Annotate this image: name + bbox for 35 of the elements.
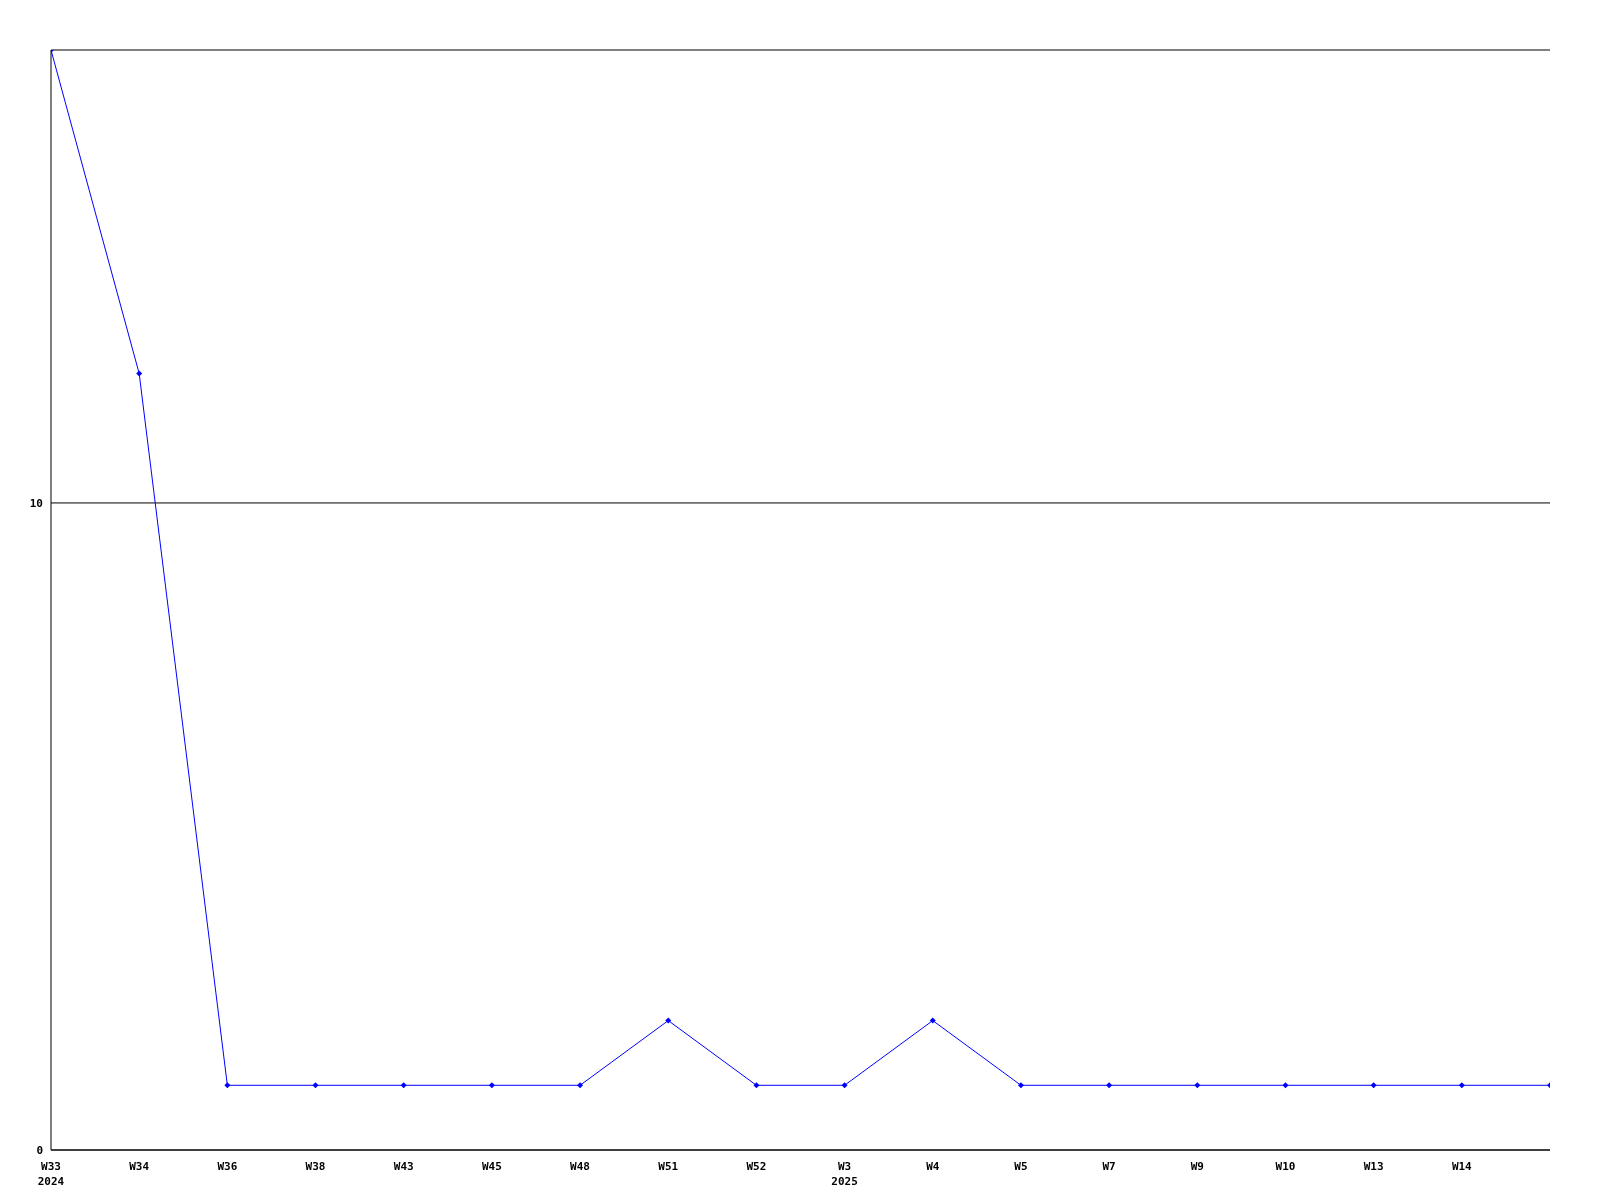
point <box>224 1082 231 1089</box>
point <box>841 1082 848 1089</box>
x-tick-label: W33 2024 <box>37 1160 65 1188</box>
x-tick-label: W34 <box>129 1160 150 1173</box>
point <box>1458 1082 1465 1089</box>
x-tick-label: W13 <box>1363 1160 1384 1173</box>
x-tick-label: W45 <box>481 1160 502 1173</box>
x-tick-label: W3 2025 <box>831 1160 858 1188</box>
point <box>929 1017 936 1024</box>
y-tick-label: 0 <box>36 1143 43 1157</box>
point <box>1370 1082 1377 1089</box>
x-tick-label: W7 <box>1102 1160 1116 1173</box>
x-tick-label: W9 <box>1190 1160 1204 1173</box>
point <box>753 1082 760 1089</box>
x-tick-label: W5 <box>1014 1160 1028 1173</box>
x-tick-label: W10 <box>1275 1160 1296 1173</box>
point <box>488 1082 495 1089</box>
x-tick-label: W48 <box>570 1160 590 1173</box>
x-tick-label: W43 <box>393 1160 414 1173</box>
x-tick-label: W52 <box>746 1160 767 1173</box>
x-tick-label: W51 <box>658 1160 679 1173</box>
point <box>1017 1082 1024 1089</box>
point <box>1194 1082 1201 1089</box>
point <box>136 370 143 377</box>
point <box>1106 1082 1113 1089</box>
point <box>312 1082 319 1089</box>
x-tick-label: W4 <box>926 1160 940 1173</box>
y-tick-label: 10 <box>29 496 43 510</box>
point <box>1282 1082 1289 1089</box>
x-tick-label: W14 <box>1451 1160 1473 1173</box>
x-tick-label: W36 <box>217 1160 238 1173</box>
point <box>577 1082 584 1089</box>
x-tick-label: W38 <box>305 1160 326 1173</box>
point <box>665 1017 672 1024</box>
point <box>400 1082 407 1089</box>
